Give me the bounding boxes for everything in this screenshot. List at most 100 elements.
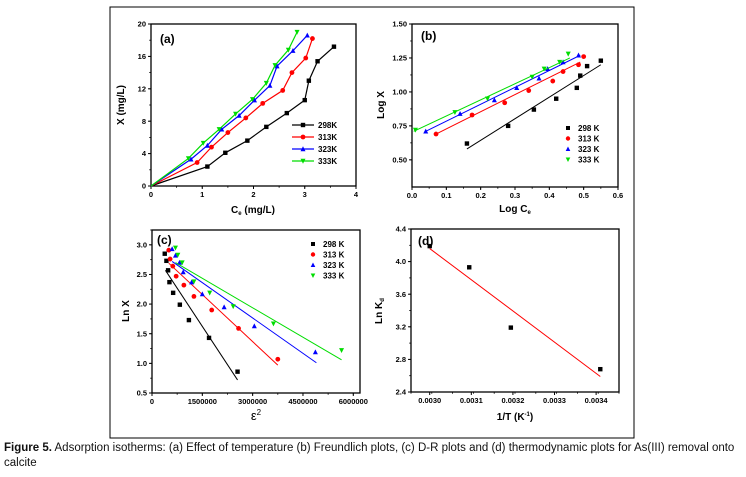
data-point [164, 258, 169, 264]
data-point [576, 62, 581, 68]
y-tick-label: 1.0 [137, 359, 147, 368]
data-point [181, 282, 187, 288]
series-298 [150, 44, 337, 187]
data-point [236, 325, 241, 331]
data-point [550, 78, 556, 84]
legend-marker [311, 242, 315, 246]
data-point [185, 156, 191, 162]
y-tick-label: 1.5 [137, 329, 147, 338]
data-point [209, 144, 214, 150]
y-axis-label: Ln Kd [374, 298, 386, 324]
data-point [491, 97, 497, 103]
data-point [284, 110, 290, 116]
caption-label: Figure 5. [4, 442, 52, 454]
data-point [260, 100, 266, 106]
data-point [574, 85, 579, 91]
legend-label: 323 K [323, 261, 345, 270]
legend-label: 333 K [578, 156, 600, 165]
legend-label: 313 K [323, 251, 345, 260]
x-tick-label: 0.0032 [501, 396, 524, 405]
data-point [275, 356, 281, 362]
data-point [175, 252, 181, 258]
y-tick-label: 16 [138, 52, 146, 61]
y-tick-label: 1.25 [392, 54, 407, 63]
data-point [339, 348, 345, 354]
data-point [204, 142, 210, 148]
x-tick-label: 0.0033 [543, 396, 566, 405]
data-point [505, 123, 511, 129]
x-tick-label: 1500000 [188, 397, 217, 406]
data-point [209, 307, 215, 313]
data-point [249, 97, 255, 103]
data-point [452, 110, 458, 115]
y-tick-label: 20 [138, 20, 146, 29]
legend-marker [310, 252, 316, 257]
legend-label: 313K [318, 133, 337, 142]
y-tick-label: 0.50 [392, 155, 407, 164]
data-point [200, 140, 206, 146]
legend-marker [310, 262, 316, 267]
series-line [150, 38, 314, 187]
data-point [502, 100, 508, 106]
series-298 [162, 251, 240, 381]
x-tick-label: 0 [150, 397, 154, 406]
data-point [467, 265, 472, 270]
x-axis-label: 1/T (K-1) [497, 412, 533, 423]
data-point [194, 160, 200, 165]
panel-label: (b) [421, 29, 436, 43]
legend-label: 323K [318, 145, 337, 154]
series-313 [433, 54, 587, 137]
data-point [536, 75, 542, 81]
data-point [188, 156, 194, 162]
data-point [167, 279, 172, 285]
legend-marker [300, 122, 306, 128]
x-tick-label: 2 [251, 190, 255, 199]
data-point [427, 243, 432, 249]
series-323 [150, 32, 310, 187]
data-point [167, 256, 173, 262]
y-tick-label: 3.6 [396, 290, 406, 299]
data-point [172, 245, 178, 251]
data-point [423, 128, 429, 134]
y-tick-label: 1.50 [392, 20, 407, 29]
series-333 [172, 245, 345, 361]
caption-text: Adsorption isotherms: (a) Effect of temp… [4, 442, 735, 469]
data-point [584, 63, 590, 69]
data-point [186, 317, 192, 323]
y-tick-label: 8 [142, 117, 146, 126]
plot-area [411, 23, 619, 188]
y-tick-label: 4.4 [396, 225, 407, 234]
figure-caption: Figure 5. Adsorption isotherms: (a) Effe… [4, 441, 742, 471]
plot-area [150, 23, 357, 187]
y-tick-label: 3.2 [396, 322, 406, 331]
x-tick-label: 0.5 [578, 191, 588, 200]
fit-line [425, 54, 581, 132]
series-line [150, 46, 335, 187]
data-point [433, 131, 439, 137]
x-axis-label: Ce (mg/L) [231, 205, 275, 217]
fit-line [175, 262, 342, 361]
data-point [285, 47, 291, 53]
data-point [205, 164, 210, 169]
legend-marker [310, 273, 316, 278]
legend-label: 313 K [578, 135, 600, 144]
series-298 [464, 58, 604, 150]
x-tick-label: 0.0 [407, 191, 417, 200]
data-point [514, 85, 520, 91]
data-point [166, 247, 172, 253]
legend: 298K 313K 323K 333K [292, 121, 337, 166]
x-tick-label: 0.1 [441, 191, 451, 200]
data-point [245, 138, 250, 143]
data-point [243, 115, 249, 121]
data-point [162, 251, 167, 256]
data-point [302, 97, 307, 103]
fit-line [168, 262, 279, 366]
data-point [252, 97, 258, 103]
data-point [223, 150, 228, 155]
fit-line [466, 64, 602, 150]
legend-marker [565, 136, 571, 141]
legend-marker [300, 146, 306, 152]
data-point [221, 304, 227, 310]
